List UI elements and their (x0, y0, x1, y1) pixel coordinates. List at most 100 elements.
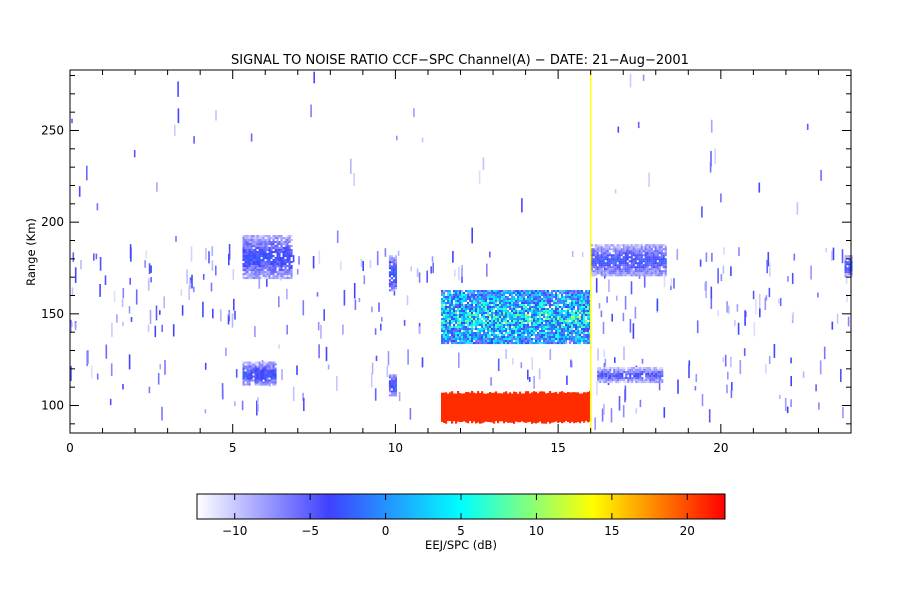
snr-pixel (846, 257, 849, 260)
snr-pixel (600, 258, 603, 261)
snr-pixel (473, 342, 476, 345)
noise-streak (766, 259, 768, 274)
snr-pixel (850, 259, 853, 262)
snr-pixel (445, 316, 448, 319)
snr-pixel (543, 310, 546, 313)
snr-pixel (390, 394, 393, 397)
snr-pixel (642, 268, 645, 271)
snr-pixel (551, 318, 554, 321)
snr-pixel (463, 318, 466, 321)
snr-pixel (604, 258, 607, 261)
snr-pixel (620, 250, 623, 253)
snr-pixel (473, 338, 476, 341)
snr-pixel (646, 248, 649, 251)
snr-pixel (499, 324, 502, 327)
snr-pixel (648, 268, 651, 271)
snr-pixel (565, 292, 568, 295)
snr-pixel (654, 272, 657, 275)
snr-pixel (596, 266, 599, 269)
snr-pixel (270, 243, 273, 246)
snr-pixel (493, 298, 496, 301)
snr-pixel (453, 332, 456, 335)
snr-pixel (604, 262, 607, 265)
snr-pixel (479, 302, 482, 305)
noise-streak (768, 355, 771, 365)
snr-pixel (471, 336, 474, 339)
snr-pixel (529, 342, 532, 345)
snr-pixel (658, 252, 661, 255)
snr-pixel (242, 273, 245, 276)
noise-streak (204, 362, 207, 370)
snr-pixel (664, 264, 667, 267)
snr-pixel (640, 272, 643, 275)
snr-pixel (477, 320, 480, 323)
snr-pixel (441, 328, 444, 331)
snr-pixel (599, 373, 602, 376)
snr-pixel (662, 256, 665, 259)
snr-pixel (565, 336, 568, 339)
snr-pixel (463, 314, 466, 317)
snr-pixel (602, 260, 605, 263)
snr-pixel (579, 320, 582, 323)
snr-pixel (631, 377, 634, 380)
snr-pixel (256, 255, 259, 258)
snr-pixel (599, 377, 602, 380)
noise-streak (175, 235, 177, 242)
snr-pixel (276, 263, 279, 266)
snr-pixel (250, 251, 253, 254)
snr-pixel (517, 292, 520, 295)
noise-streak (604, 358, 607, 366)
noise-streak (607, 370, 610, 385)
snr-pixel (260, 383, 263, 386)
snr-pixel (634, 262, 637, 265)
snr-pixel (627, 369, 630, 372)
snr-pixel (583, 292, 586, 295)
snr-pixel (648, 260, 651, 263)
snr-pixel (626, 264, 629, 267)
snr-pixel (256, 237, 259, 240)
snr-pixel (509, 332, 512, 335)
snr-pixel (565, 294, 568, 297)
snr-pixel (388, 382, 391, 385)
snr-pixel (459, 334, 462, 337)
snr-pixel (274, 377, 277, 380)
snr-pixel (244, 365, 247, 368)
noise-streak (235, 369, 238, 378)
snr-pixel (549, 391, 552, 424)
snr-pixel (618, 256, 621, 259)
snr-pixel (513, 308, 516, 311)
snr-pixel (660, 264, 663, 267)
snr-pixel (577, 302, 580, 305)
snr-pixel (459, 336, 462, 339)
snr-pixel (519, 326, 522, 329)
snr-pixel (455, 332, 458, 335)
snr-pixel (483, 326, 486, 329)
snr-pixel (501, 300, 504, 303)
snr-pixel (569, 318, 572, 321)
snr-pixel (596, 272, 599, 275)
snr-pixel (495, 296, 498, 299)
snr-pixel (664, 244, 667, 247)
snr-pixel (509, 318, 512, 321)
snr-pixel (636, 244, 639, 247)
snr-pixel (256, 275, 259, 278)
snr-pixel (445, 296, 448, 299)
snr-pixel (451, 338, 454, 341)
snr-pixel (573, 342, 576, 345)
snr-pixel (286, 253, 289, 256)
snr-pixel (517, 306, 520, 309)
snr-pixel (487, 340, 490, 343)
snr-pixel (252, 263, 255, 266)
snr-pixel (633, 375, 636, 378)
snr-pixel (658, 272, 661, 275)
snr-pixel (501, 328, 504, 331)
snr-pixel (641, 377, 644, 380)
snr-pixel (590, 266, 593, 269)
snr-pixel (533, 342, 536, 345)
snr-pixel (495, 336, 498, 339)
snr-pixel (242, 363, 245, 366)
snr-pixel (521, 312, 524, 315)
snr-pixel (525, 306, 528, 309)
snr-pixel (631, 367, 634, 370)
snr-pixel (633, 371, 636, 374)
